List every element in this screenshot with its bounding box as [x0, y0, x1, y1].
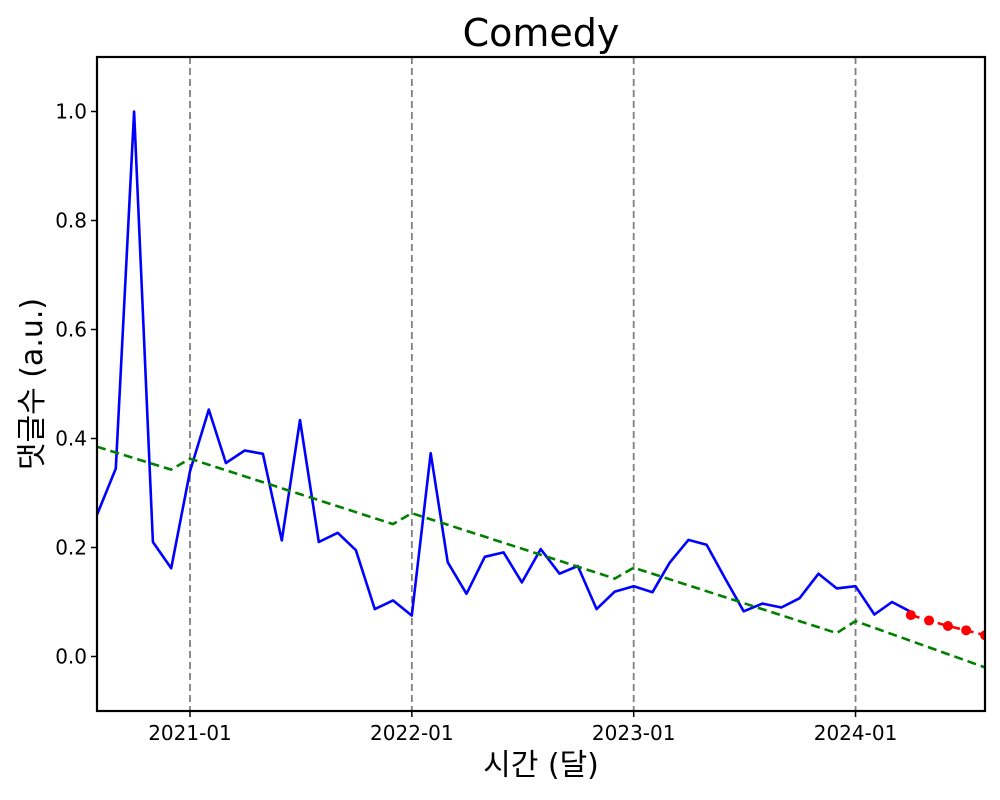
y-tick-label: 0.4	[55, 427, 87, 451]
y-tick-label: 0.0	[55, 645, 87, 669]
y-tick-label: 0.8	[55, 209, 87, 233]
y-tick-label: 1.0	[55, 100, 87, 124]
chart-title: Comedy	[463, 11, 620, 55]
y-tick-label: 0.2	[55, 536, 87, 560]
forecast-point	[961, 625, 972, 636]
forecast-point	[924, 615, 935, 626]
x-tick-label: 2024-01	[814, 721, 898, 745]
forecast-point	[905, 610, 916, 621]
x-axis-label: 시간 (달)	[483, 748, 599, 783]
y-tick-label: 0.6	[55, 318, 87, 342]
forecast-series-line	[910, 613, 985, 637]
x-axis: 2021-01 2022-01 2023-01 2024-01	[148, 711, 897, 745]
plot-frame	[95, 55, 987, 713]
vline-layer	[189, 57, 857, 711]
trend-series-line	[97, 445, 985, 669]
x-tick-label: 2021-01	[148, 721, 232, 745]
series-layer	[97, 110, 985, 669]
x-tick-label: 2023-01	[592, 721, 676, 745]
observed-series-line	[97, 110, 912, 617]
forecast-point	[942, 620, 953, 631]
forecast-point	[980, 630, 985, 641]
y-axis-label: 댓글수 (a.u.)	[15, 298, 50, 470]
y-axis: 0.0 0.2 0.4 0.6 0.8 1.0	[55, 100, 97, 669]
x-tick-label: 2022-01	[370, 721, 454, 745]
